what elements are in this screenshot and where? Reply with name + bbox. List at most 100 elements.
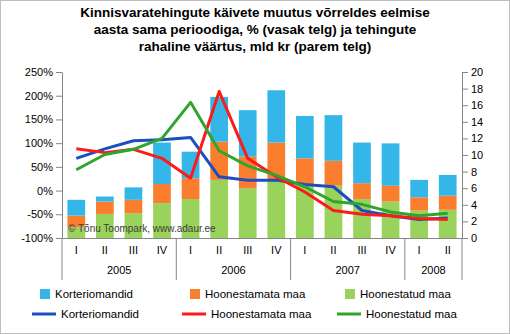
group-label: 2006 — [221, 264, 245, 276]
tick: II — [216, 238, 222, 256]
tick-label: II — [102, 244, 108, 256]
bar — [410, 197, 428, 210]
tick: 0% — [37, 185, 62, 197]
tick: -100% — [21, 232, 62, 244]
tick-label: -100% — [21, 232, 53, 244]
bar — [296, 116, 314, 158]
legend-item: Hoonestatud maa — [337, 308, 457, 320]
tick: 6 — [462, 182, 477, 194]
tick-label: I — [303, 244, 306, 256]
tick-mark — [462, 72, 468, 73]
legend-item: Hoonestatud maa — [345, 288, 451, 300]
tick-label: 12 — [471, 132, 483, 144]
tick-label: 14 — [471, 116, 483, 128]
x-axis: IIIIIIIVIIIIIIIVIIIIIIIVIII — [63, 238, 463, 256]
tick: 10 — [462, 149, 483, 161]
bar — [67, 200, 85, 216]
bar — [96, 201, 114, 213]
tick: 2 — [462, 215, 477, 227]
bar — [267, 90, 285, 142]
tick: 4 — [462, 199, 477, 211]
tick-label: 8 — [471, 166, 477, 178]
tick: II — [445, 238, 451, 256]
tick: III — [357, 238, 366, 256]
tick: 50% — [31, 161, 62, 173]
tick-label: 4 — [471, 199, 477, 211]
tick-label: IV — [271, 244, 282, 256]
tick-mark — [462, 89, 468, 90]
chart: Kinnisvaratehingute käivete muutus võrre… — [0, 0, 510, 334]
bar — [153, 184, 171, 203]
tick-mark — [462, 238, 468, 239]
tick-label: 2 — [471, 215, 477, 227]
tick-mark — [462, 205, 468, 206]
tick-label: III — [357, 244, 366, 256]
line — [76, 102, 447, 215]
tick-mark — [56, 238, 62, 239]
bar — [296, 158, 314, 184]
tick: I — [189, 238, 192, 256]
tick-label: 150% — [25, 113, 53, 125]
group-label: 2005 — [107, 264, 131, 276]
tick: 12 — [462, 132, 483, 144]
tick: 150% — [25, 113, 62, 125]
bar — [325, 161, 343, 186]
tick-mark — [56, 167, 62, 168]
tick-label: 6 — [471, 182, 477, 194]
legend-swatch — [337, 313, 361, 316]
tick-label: 20 — [471, 66, 483, 78]
group-separator — [462, 238, 463, 280]
tick-label: IV — [385, 244, 396, 256]
tick: 14 — [462, 116, 483, 128]
legend-swatch — [32, 313, 56, 316]
y-axis: -100%-50%0%50%100%150%200%250% — [21, 66, 62, 244]
tick: IV — [385, 238, 396, 256]
tick-label: -50% — [27, 208, 53, 220]
tick-mark — [462, 155, 468, 156]
legend-item: Hoonestamata maa — [190, 288, 306, 300]
bar — [353, 183, 371, 199]
tick: II — [330, 238, 336, 256]
tick: IV — [157, 238, 168, 256]
tick-mark — [56, 214, 62, 215]
bar — [410, 180, 428, 197]
bar — [439, 196, 457, 210]
tick-label: 10 — [471, 149, 483, 161]
tick: 0 — [462, 232, 477, 244]
bar — [325, 115, 343, 161]
tick-mark — [462, 105, 468, 106]
tick-label: 100% — [25, 137, 53, 149]
bar — [125, 200, 143, 213]
legend-swatch — [345, 289, 355, 299]
tick: II — [102, 238, 108, 256]
tick-mark — [56, 119, 62, 120]
tick: -50% — [27, 208, 62, 220]
title: Kinnisvaratehingute käivete muutus võrre… — [80, 5, 430, 20]
tick-mark — [56, 96, 62, 97]
tick: I — [75, 238, 78, 256]
tick-label: I — [75, 244, 78, 256]
legend-swatch — [182, 313, 206, 316]
tick: I — [303, 238, 306, 256]
tick: IV — [271, 238, 282, 256]
legend-label: Hoonestamata maa — [205, 288, 306, 300]
bar — [182, 178, 200, 199]
group-label: 2008 — [421, 264, 445, 276]
tick: III — [129, 238, 138, 256]
legend-label: Korteriomandid — [61, 308, 139, 320]
tick-mark — [462, 172, 468, 173]
tick: 250% — [25, 66, 62, 78]
legend-item: Korteriomandid — [40, 288, 133, 300]
tick-label: 50% — [31, 161, 53, 173]
bar — [239, 110, 257, 156]
bar — [210, 142, 228, 180]
group-separator — [176, 238, 177, 280]
tick-label: II — [330, 244, 336, 256]
tick-label: II — [445, 244, 451, 256]
legend-swatch — [40, 289, 50, 299]
tick: 16 — [462, 99, 483, 111]
tick-label: I — [418, 244, 421, 256]
legend-label: Korteriomandid — [55, 288, 133, 300]
axis-line — [62, 73, 63, 239]
tick-label: 18 — [471, 83, 483, 95]
